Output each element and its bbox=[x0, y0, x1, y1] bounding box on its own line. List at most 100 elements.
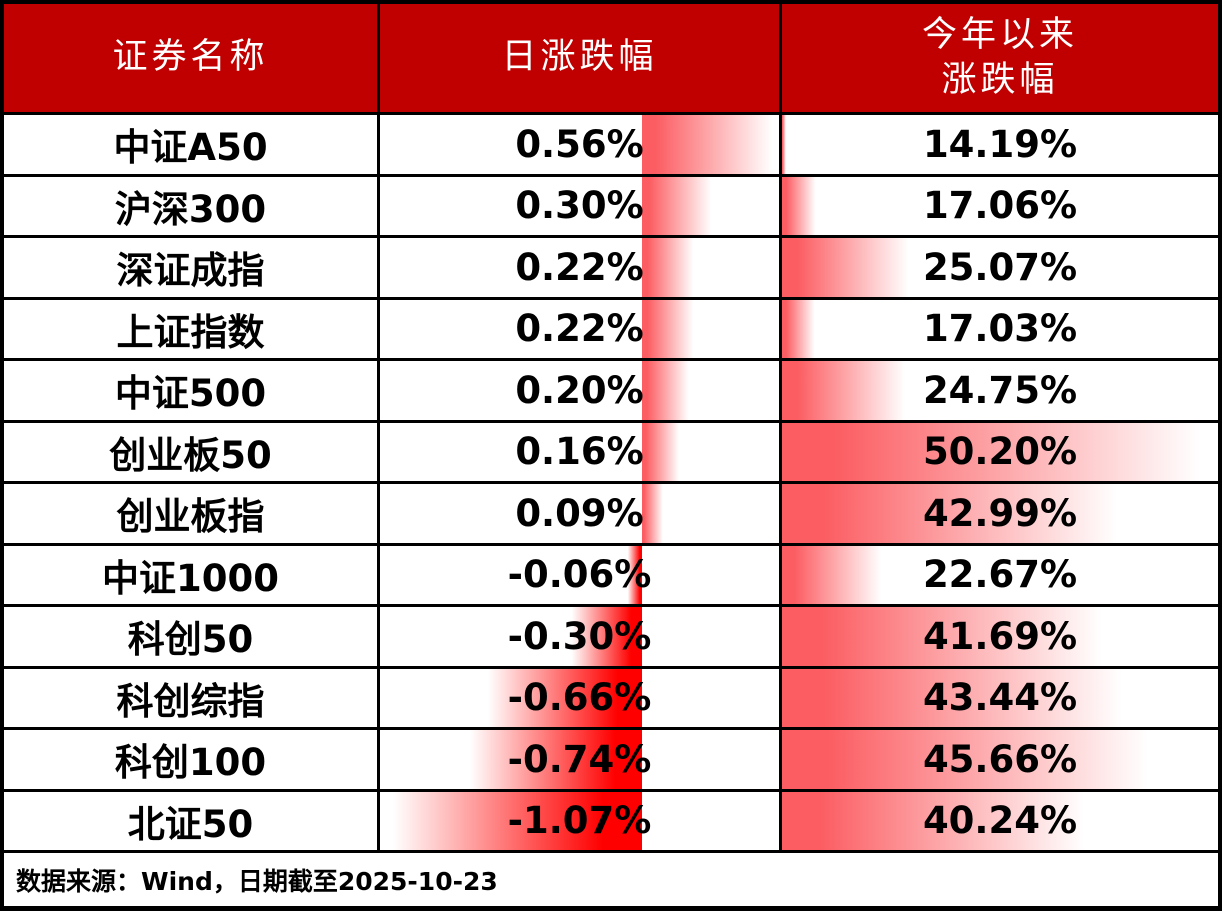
cell-security-name: 科创50 bbox=[4, 607, 377, 666]
cell-ytd-change: 17.06% bbox=[782, 176, 1218, 235]
cell-daily-change: -0.66% bbox=[380, 668, 779, 727]
daily-change-value: 0.22% bbox=[515, 307, 644, 351]
cell-ytd-change: 22.67% bbox=[782, 545, 1218, 604]
ytd-change-bar bbox=[782, 730, 1164, 789]
ytd-change-value: 25.07% bbox=[922, 245, 1078, 289]
ytd-change-value: 41.69% bbox=[922, 614, 1078, 658]
cell-ytd-change: 45.66% bbox=[782, 730, 1218, 789]
data-source-text: 数据来源：Wind，日期截至2025-10-23 bbox=[16, 866, 498, 896]
ytd-change-value: 43.44% bbox=[922, 676, 1078, 720]
cell-daily-change: -0.06% bbox=[380, 545, 779, 604]
cell-daily-change: -1.07% bbox=[380, 791, 779, 850]
header-security-name: 证券名称 bbox=[4, 4, 377, 112]
header-daily-change: 日涨跌幅 bbox=[380, 4, 779, 112]
daily-change-bar bbox=[641, 299, 696, 358]
security-name-label: 中证1000 bbox=[102, 556, 279, 600]
ytd-change-bar bbox=[782, 176, 817, 235]
cell-security-name: 科创综指 bbox=[4, 668, 377, 727]
cell-daily-change: 0.22% bbox=[380, 299, 779, 358]
ytd-change-value: 17.06% bbox=[922, 184, 1078, 228]
cell-ytd-change: 17.03% bbox=[782, 299, 1218, 358]
daily-change-bar bbox=[641, 176, 716, 235]
daily-change-value: -1.07% bbox=[507, 799, 652, 843]
daily-change-bar bbox=[641, 484, 664, 543]
header-daily-change-label: 日涨跌幅 bbox=[501, 37, 658, 78]
cell-ytd-change: 14.19% bbox=[782, 115, 1218, 174]
ytd-change-bar bbox=[782, 422, 1218, 481]
ytd-change-value: 50.20% bbox=[922, 430, 1078, 474]
ytd-change-bar bbox=[782, 238, 914, 297]
cell-security-name: 上证指数 bbox=[4, 299, 377, 358]
daily-change-bar bbox=[641, 115, 779, 174]
ytd-change-value: 42.99% bbox=[922, 491, 1078, 535]
cell-daily-change: 0.56% bbox=[380, 115, 779, 174]
ytd-change-value: 40.24% bbox=[922, 799, 1078, 843]
daily-change-value: 0.22% bbox=[515, 245, 644, 289]
ytd-change-bar bbox=[782, 115, 786, 174]
daily-change-bar bbox=[460, 730, 642, 789]
cell-security-name: 深证成指 bbox=[4, 238, 377, 297]
daily-change-value: 0.16% bbox=[515, 430, 644, 474]
cell-ytd-change: 24.75% bbox=[782, 361, 1218, 420]
daily-change-bar bbox=[641, 361, 691, 420]
cell-daily-change: 0.09% bbox=[380, 484, 779, 543]
data-source-note: 数据来源：Wind，日期截至2025-10-23 bbox=[4, 853, 1218, 906]
ytd-change-bar bbox=[782, 545, 885, 604]
daily-change-value: -0.30% bbox=[507, 614, 652, 658]
ytd-change-value: 14.19% bbox=[922, 122, 1078, 166]
security-name-label: 北证50 bbox=[127, 802, 254, 846]
cell-ytd-change: 41.69% bbox=[782, 607, 1218, 666]
security-name-label: 中证500 bbox=[114, 372, 267, 416]
security-name-label: 沪深300 bbox=[114, 187, 267, 231]
daily-change-bar bbox=[480, 668, 642, 727]
daily-change-bar bbox=[380, 791, 642, 850]
cell-daily-change: 0.22% bbox=[380, 238, 779, 297]
daily-change-value: 0.56% bbox=[515, 122, 644, 166]
ytd-change-bar bbox=[782, 607, 1115, 666]
cell-daily-change: -0.74% bbox=[380, 730, 779, 789]
ytd-change-value: 24.75% bbox=[922, 368, 1078, 412]
cell-security-name: 创业板50 bbox=[4, 422, 377, 481]
header-ytd-change: 今年以来 涨跌幅 bbox=[782, 4, 1218, 112]
security-name-label: 科创综指 bbox=[116, 679, 265, 723]
daily-change-value: -0.74% bbox=[507, 737, 652, 781]
cell-daily-change: -0.30% bbox=[380, 607, 779, 666]
daily-change-value: -0.06% bbox=[507, 553, 652, 597]
cell-security-name: 中证1000 bbox=[4, 545, 377, 604]
cell-ytd-change: 40.24% bbox=[782, 791, 1218, 850]
ytd-change-bar bbox=[782, 484, 1131, 543]
security-name-label: 创业板指 bbox=[116, 495, 265, 539]
cell-daily-change: 0.16% bbox=[380, 422, 779, 481]
ytd-change-bar bbox=[782, 299, 817, 358]
ytd-change-bar bbox=[782, 668, 1137, 727]
header-security-name-label: 证券名称 bbox=[112, 37, 269, 78]
cell-security-name: 创业板指 bbox=[4, 484, 377, 543]
daily-change-value: -0.66% bbox=[507, 676, 652, 720]
daily-change-value: 0.30% bbox=[515, 184, 644, 228]
daily-change-bar bbox=[641, 238, 696, 297]
security-name-label: 深证成指 bbox=[116, 249, 265, 293]
daily-change-bar bbox=[568, 607, 642, 666]
header-ytd-change-label-line1: 今年以来 bbox=[921, 14, 1078, 55]
cell-daily-change: 0.30% bbox=[380, 176, 779, 235]
cell-daily-change: 0.20% bbox=[380, 361, 779, 420]
ytd-change-value: 45.66% bbox=[922, 737, 1078, 781]
security-name-label: 中证A50 bbox=[113, 126, 268, 170]
header-ytd-change-label-line2: 涨跌幅 bbox=[941, 60, 1059, 100]
cell-ytd-change: 42.99% bbox=[782, 484, 1218, 543]
daily-change-bar bbox=[641, 422, 682, 481]
ytd-change-bar bbox=[782, 361, 910, 420]
cell-security-name: 中证500 bbox=[4, 361, 377, 420]
ytd-change-value: 17.03% bbox=[922, 307, 1078, 351]
security-name-label: 创业板50 bbox=[109, 433, 272, 477]
cell-ytd-change: 25.07% bbox=[782, 238, 1218, 297]
cell-security-name: 北证50 bbox=[4, 791, 377, 850]
cell-security-name: 科创100 bbox=[4, 730, 377, 789]
cell-ytd-change: 50.20% bbox=[782, 422, 1218, 481]
ytd-change-bar bbox=[782, 791, 1098, 850]
security-name-label: 科创100 bbox=[114, 741, 267, 785]
security-name-label: 科创50 bbox=[127, 618, 254, 662]
cell-security-name: 沪深300 bbox=[4, 176, 377, 235]
cell-security-name: 中证A50 bbox=[4, 115, 377, 174]
